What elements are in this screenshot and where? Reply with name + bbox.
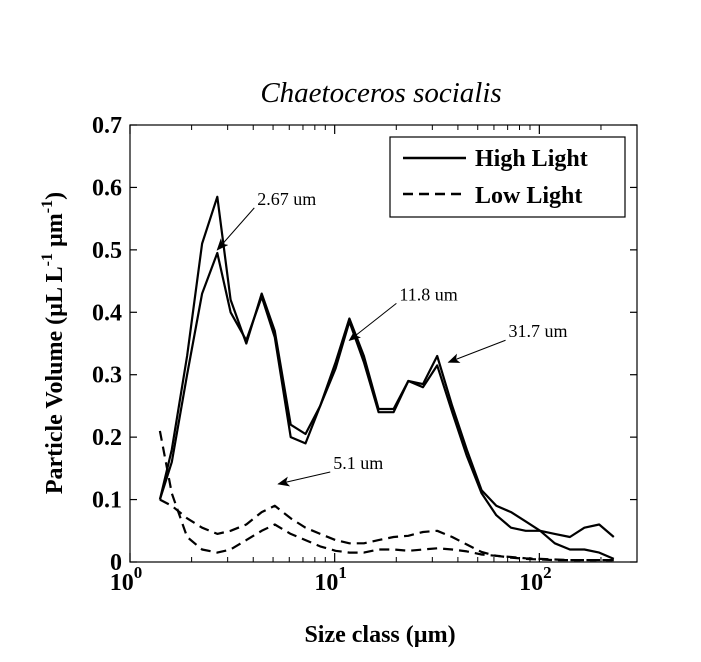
legend-label-high-light: High Light [475,146,588,172]
y-axis-label-sup-1: -1 [39,253,56,266]
annotation-arrow [447,339,506,363]
plot-frame [129,124,638,563]
annotation-label: 11.8 um [399,284,457,304]
axis-ticks: 0 0.1 0.2 0.3 0.4 0.5 0.6 0.7 100 101 102 [92,113,638,596]
annotation-arrow [277,471,331,487]
y-tick-label: 0.7 [92,113,122,139]
high-light-series-line [158,195,615,539]
low-light-series-line [159,498,614,562]
annotation-layer: 2.67 um 11.8 um 31.7 um 5.1 um [216,189,568,487]
y-axis-label-sup-2: -1 [39,200,56,213]
high-light-series-line [158,251,615,560]
x-axis-label: Size class (µm) [304,622,455,648]
y-tick-label: 0.4 [92,300,122,326]
legend-label-low-light: Low Light [475,183,582,209]
x-tick-label: 101 [314,563,347,596]
y-axis-label-end: ) [42,192,68,200]
annotation-label: 31.7 um [509,321,568,341]
y-tick-label: 0 [110,550,122,576]
low-light-series-line [158,430,614,562]
y-tick-label: 0.5 [92,238,122,264]
y-axis-label-main: Particle Volume (µL L [42,266,68,494]
annotation-arrow [216,207,255,251]
y-axis-label: Particle Volume (µL L-1 µm-1) [39,192,68,494]
y-tick-label: 0.3 [92,363,122,389]
chart-title: Chaetoceros socialis [260,77,501,109]
y-tick-label: 0.2 [92,425,122,451]
x-tick-label: 100 [110,563,143,596]
annotation-arrow [348,302,397,341]
y-tick-label: 0.6 [92,175,122,201]
annotation-label: 2.67 um [257,189,316,209]
series-layer [158,195,615,562]
legend: High Light Low Light [389,136,626,218]
annotation-label: 5.1 um [333,453,383,473]
y-tick-label: 0.1 [92,488,122,514]
x-tick-label: 102 [519,563,552,596]
legend-box [389,136,626,218]
y-axis-label-mid: µm [42,213,68,253]
